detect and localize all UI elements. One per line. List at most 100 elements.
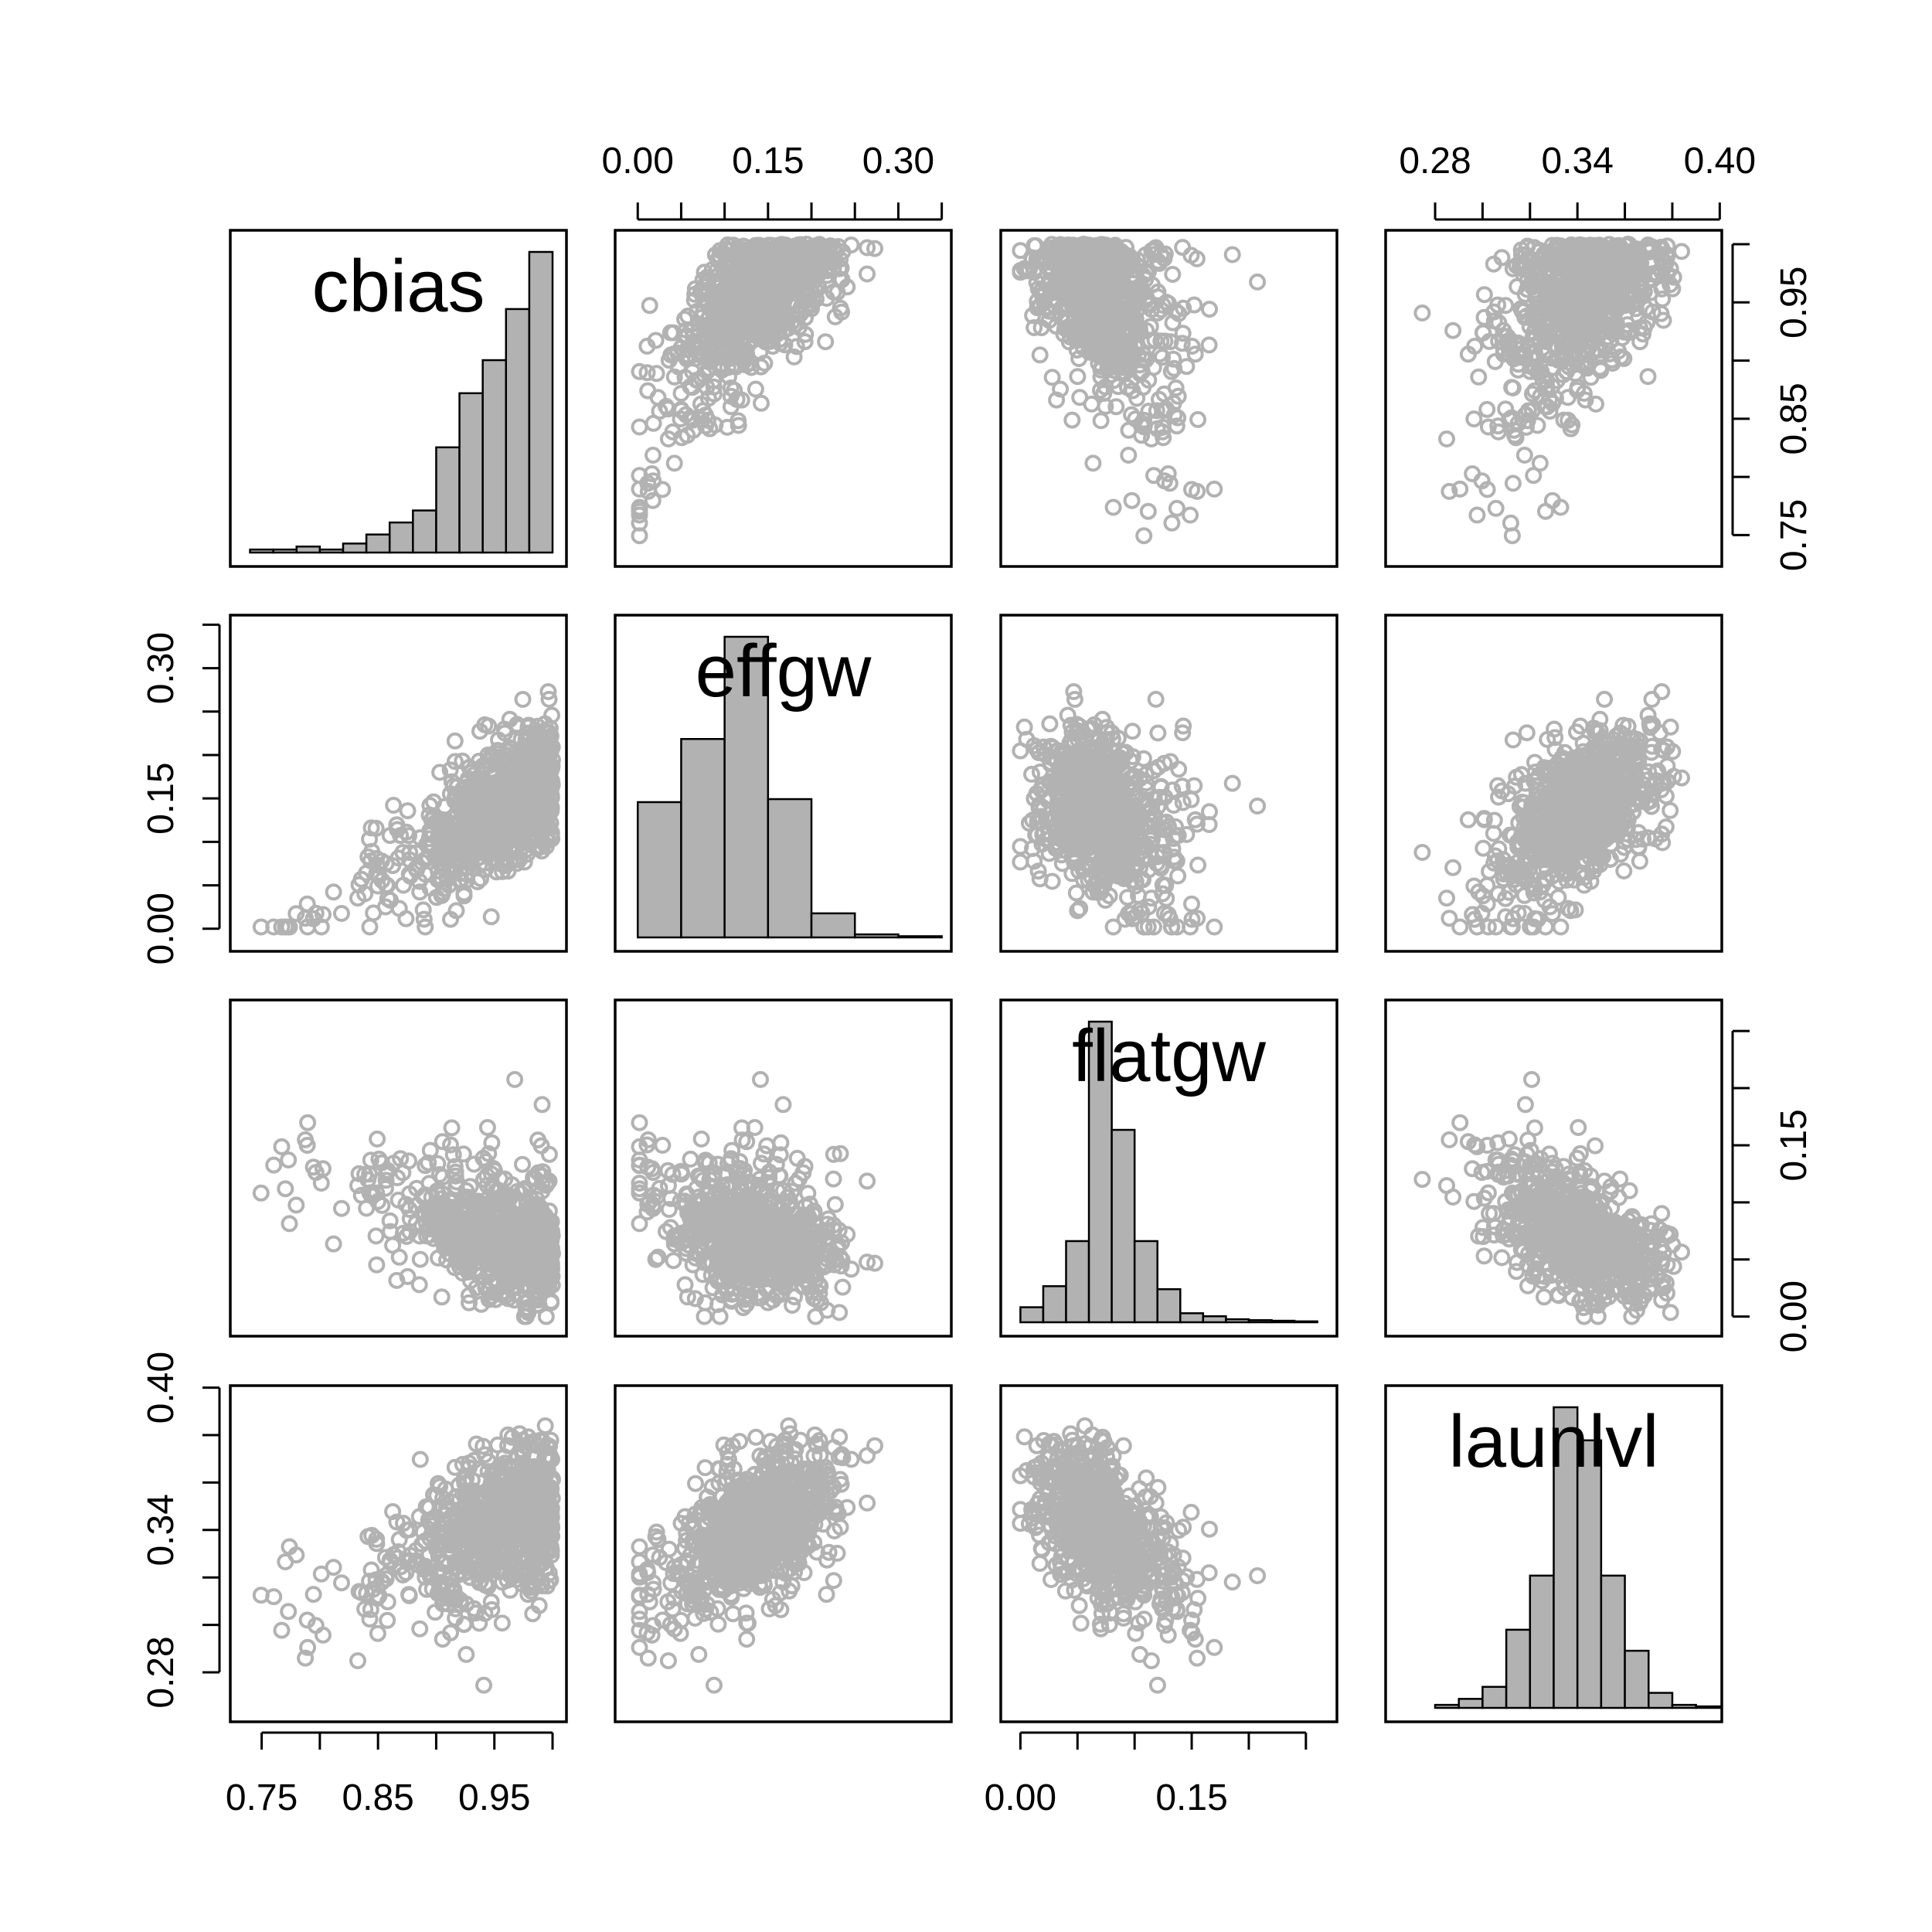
scatter-point <box>1147 690 1165 708</box>
scatter-point <box>833 303 851 321</box>
scatter-point <box>446 732 464 750</box>
scatter-point <box>1152 246 1170 264</box>
scatter-point <box>758 264 776 282</box>
scatter-point <box>482 908 500 926</box>
scatter-point <box>1165 359 1183 377</box>
scatter-point <box>1186 345 1204 363</box>
scatter-point <box>1053 283 1071 301</box>
scatter-point <box>752 358 770 376</box>
scatter-point <box>747 380 764 398</box>
scatter-point <box>1223 774 1241 792</box>
scatter-point <box>699 362 716 379</box>
scatter-point <box>1048 391 1066 409</box>
scatter-point <box>1139 502 1157 520</box>
scatter-point <box>1105 372 1122 389</box>
scatter-point <box>1201 301 1218 318</box>
scatter-point <box>645 447 662 464</box>
scatter-point <box>1161 474 1179 492</box>
scatter-point <box>1639 368 1657 386</box>
scatter-point <box>1127 410 1145 428</box>
scatter-point <box>1140 371 1158 389</box>
scatter-point <box>1165 797 1182 814</box>
panel-cbias-vs-effgw <box>631 236 883 545</box>
scatter-point <box>782 283 800 301</box>
scatter-point <box>1188 250 1206 267</box>
scatter-point <box>796 333 814 351</box>
scatter-point <box>1673 243 1690 260</box>
scatter-point <box>1140 263 1158 281</box>
scatter-point <box>859 239 876 257</box>
scatter-point <box>1183 895 1200 913</box>
scatter-point <box>1155 250 1173 267</box>
scatter-point <box>1413 304 1431 321</box>
scatter-point <box>753 394 770 412</box>
scatter-point <box>1189 856 1207 874</box>
scatter-point <box>1185 296 1203 314</box>
scatter-point <box>1160 294 1177 312</box>
scatter-point <box>1468 506 1486 524</box>
scatter-point <box>1090 347 1107 365</box>
scatter-point <box>1487 499 1505 517</box>
scatter-point <box>1249 273 1267 291</box>
scatter-point <box>1123 492 1141 509</box>
scatter-point <box>659 430 677 447</box>
scatter-point <box>781 257 798 274</box>
scatter-point <box>1104 498 1122 516</box>
scatter-point <box>859 265 876 283</box>
scatter-point <box>1168 499 1185 517</box>
scatter-point <box>726 382 743 399</box>
scatter-point <box>784 273 802 291</box>
scatter-point <box>764 301 782 318</box>
scatter-point <box>1470 368 1488 386</box>
scatter-point <box>1515 447 1533 464</box>
scatter-point <box>1067 884 1085 902</box>
scatter-point <box>761 333 779 350</box>
scatter-point <box>738 306 756 324</box>
scatter-point <box>361 918 379 936</box>
scatter-point <box>631 418 648 436</box>
scatter-point <box>1084 454 1102 472</box>
scatter-point <box>1223 246 1241 264</box>
scatter-point <box>1438 430 1455 447</box>
scatter-point <box>702 321 720 339</box>
scatter-point <box>1097 318 1114 335</box>
panel-effgw-vs-cbias <box>252 683 561 936</box>
scatter-point <box>684 337 702 355</box>
scatter-point <box>1169 867 1187 885</box>
scatter-point <box>651 403 668 420</box>
scatter-point <box>818 290 835 307</box>
scatter-point <box>1085 255 1103 273</box>
scatter-point <box>1080 255 1097 273</box>
panel-effgw-vs-launlvl <box>1413 683 1690 936</box>
scatter-point <box>638 364 656 382</box>
scatter-point <box>1026 319 1043 336</box>
scatter-point <box>1124 723 1141 740</box>
scatter-point <box>1141 332 1159 349</box>
scatter-point <box>1206 480 1223 498</box>
scatter-point <box>631 506 648 524</box>
scatter-point <box>697 417 714 435</box>
scatter-point <box>1151 345 1168 363</box>
scatter-point <box>1124 293 1141 311</box>
scatter-point <box>1071 389 1089 406</box>
scatter-point <box>719 418 736 436</box>
scatter-point <box>1012 742 1029 760</box>
scatter-point <box>814 250 832 267</box>
scatter-point <box>1027 236 1045 254</box>
scatter-point <box>728 330 746 348</box>
scatter-point <box>688 371 706 389</box>
scatter-point <box>798 300 815 318</box>
points-layer <box>252 236 1690 1694</box>
scatter-point <box>631 362 648 380</box>
scatter-point <box>1478 400 1496 418</box>
scatter-point <box>739 255 757 273</box>
scatter-point <box>728 282 746 299</box>
scatter-point <box>1189 482 1206 500</box>
scatter-point <box>817 333 835 351</box>
panel-cbias-vs-launlvl <box>1413 236 1690 545</box>
scatter-point <box>648 365 665 383</box>
scatter-point <box>692 347 710 365</box>
scatter-point <box>1164 314 1182 332</box>
scatter-point <box>785 348 803 366</box>
scatter-point <box>1444 859 1462 876</box>
